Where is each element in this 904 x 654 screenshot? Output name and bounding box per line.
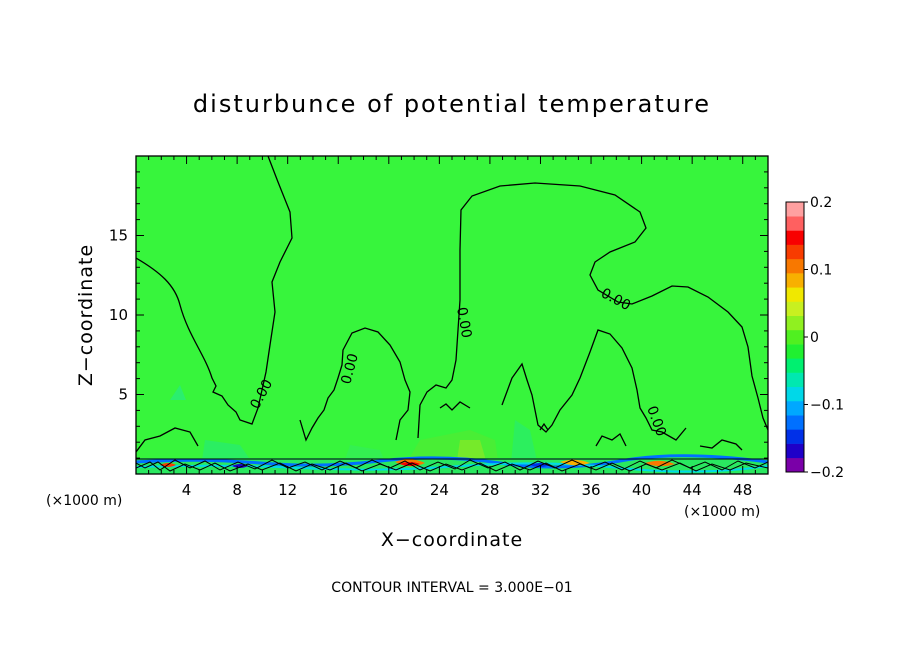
colorbar-ticks: 0.2 0.1 0 −0.1 −0.2 [804,195,844,481]
contour-line-zero [539,422,549,431]
colorbar-swatch [786,386,804,402]
contour-line-zero [595,433,627,447]
x-tick-label: 4 [182,481,192,499]
colorbar-swatch [786,400,804,416]
chart-title: disturbunce of potential temperature [193,90,711,118]
x-tick-label: 8 [232,481,242,499]
x-axis-label: X−coordinate [381,529,523,551]
contour-line-zero [501,329,687,441]
colorbar-tick-label: 0 [810,330,819,346]
contour-line-zero [417,182,768,439]
colorbar-swatch [786,344,804,359]
x-tick-label: 12 [278,481,297,499]
colorbar-tick-label: −0.1 [810,398,844,414]
colorbar-swatch [786,273,804,288]
x-tick-label: 36 [581,481,600,499]
colorbar-swatch [786,372,804,388]
contour-lines [136,156,768,453]
y-tick-label: 15 [109,227,128,245]
field-background [136,156,768,474]
contour-line-zero [136,427,199,453]
colorbar-swatch [786,230,804,245]
colorbar-swatch [786,301,804,316]
surface-layer [136,454,768,474]
colorbar-tick-label: 0.2 [810,195,832,211]
surface-blue-band [136,454,768,469]
surface-contour-squiggle [136,459,768,471]
surface-orange-patch [560,459,590,466]
y-tick-label: 5 [118,386,128,404]
contour-line-zero [136,156,293,425]
x-unit-left: (×1000 m) [46,493,122,509]
colorbar-swatch [786,358,804,373]
colorbar-swatch [786,202,804,217]
x-tick-label: 48 [733,481,752,499]
x-tick-label: 32 [531,481,550,499]
x-tick-label: 24 [430,481,449,499]
y-tick-label: 10 [109,306,128,324]
surface-contour-squiggle [136,461,768,472]
x-tick-label: 20 [379,481,398,499]
colorbar-swatch [786,258,804,274]
x-tick-label: 16 [329,481,348,499]
x-tick-label: 44 [683,481,702,499]
plot-area: 0.00 0.00 0.00 0.00 0.00 4 8 12 16 20 24 28 32 3… [109,155,769,499]
colorbar: 0.2 0.1 0 −0.1 −0.2 [785,195,844,481]
colorbar-swatch [786,415,804,430]
y-axis-label: Z−coordinate [75,244,97,386]
contour-label: 0.00 [453,306,474,339]
contour-label: 0.00 [338,352,362,386]
x-tick-label: 28 [480,481,499,499]
colorbar-swatch [786,315,804,331]
colorbar-swatch [786,287,804,302]
colorbar-swatch [786,216,804,231]
colorbar-swatch [786,329,804,345]
x-unit-right: (×1000 m) [684,504,760,520]
colorbar-swatch [786,244,804,260]
contour-line-zero [439,401,471,411]
colorbar-tick-label: −0.2 [810,465,844,481]
colorbar-swatch [786,457,804,473]
x-tick-label: 40 [632,481,651,499]
colorbar-tick-label: 0.1 [810,263,832,279]
shade-patch [170,385,186,400]
contour-line-zero [299,327,411,442]
colorbar-swatch [786,443,804,459]
colorbar-boxes [786,202,804,473]
contour-interval-text: CONTOUR INTERVAL = 3.000E−01 [331,580,572,596]
contour-line-zero [699,439,743,451]
colorbar-swatch [786,429,804,444]
